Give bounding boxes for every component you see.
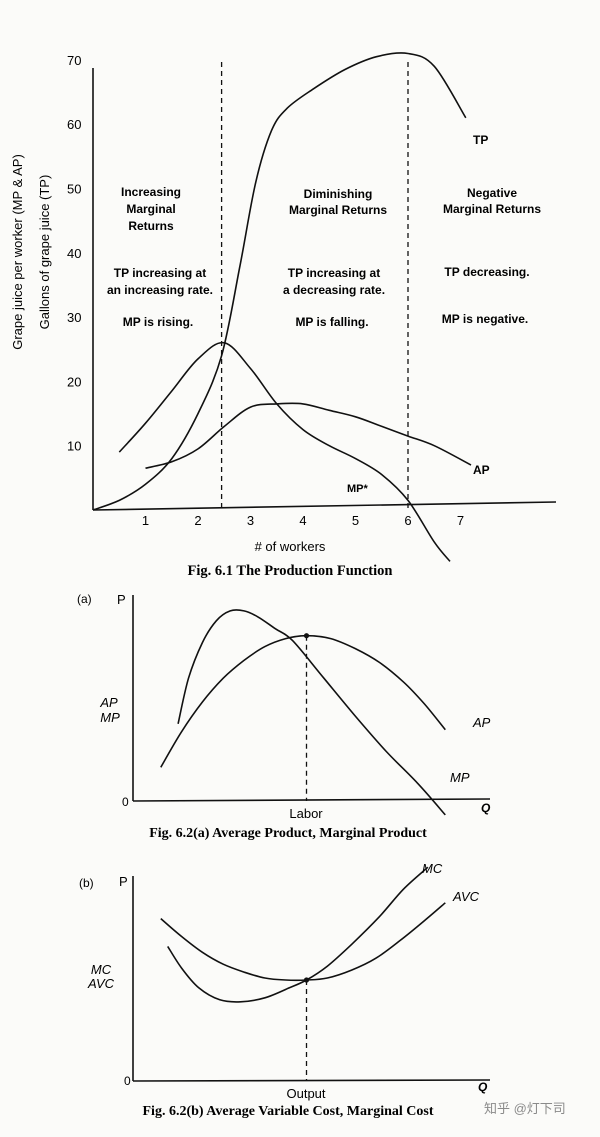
fig62a-xlabel: Labor — [289, 806, 323, 821]
fig62b-ylabel-2: AVC — [87, 976, 115, 991]
fig61-xlabel: # of workers — [255, 539, 326, 554]
fig62a-x-end-label: Q — [481, 801, 491, 815]
fig62b-x-end-label: Q — [478, 1080, 488, 1094]
fig62b-intersection-point — [303, 977, 310, 983]
region1-mp-note: MP is rising. — [123, 315, 193, 329]
region1-heading-3: Returns — [128, 219, 174, 233]
fig62b-title: Fig. 6.2(b) Average Variable Cost, Margi… — [143, 1104, 434, 1119]
fig62a-mp-label: MP — [450, 770, 470, 785]
fig61-x-tick-label: 7 — [457, 513, 464, 528]
fig61-ylabel-inner: Gallons of grape juice (TP) — [37, 175, 52, 330]
tp-curve-label: TP — [473, 133, 488, 147]
region3-heading-2: Marginal Returns — [443, 202, 541, 216]
fig62a-intersection-point — [303, 633, 310, 639]
fig61-x-tick-label: 5 — [352, 513, 359, 528]
fig61-mp-curve — [118, 341, 451, 562]
region2-mp-note: MP is falling. — [295, 315, 368, 329]
fig61-ylabel-outer: Grape juice per worker (MP & AP) — [10, 154, 25, 350]
fig62b-y-top-label: P — [119, 874, 128, 889]
region2-tp-note-2: a decreasing rate. — [283, 283, 385, 297]
fig62a-origin: 0 — [122, 795, 129, 809]
region2-heading-2: Marginal Returns — [289, 203, 387, 217]
region1-tp-note-2: an increasing rate. — [107, 283, 213, 297]
fig61-x-tick-label: 1 — [142, 513, 149, 528]
fig62a-ap-label: AP — [472, 715, 491, 730]
fig61-y-tick-label: 70 — [67, 53, 81, 68]
region3-heading-1: Negative — [467, 186, 517, 200]
region3-tp-note: TP decreasing. — [444, 265, 529, 279]
fig61-x-axis — [92, 501, 557, 511]
mp-curve-label: MP* — [347, 483, 369, 495]
fig62a: (a) P AP MP 0 Labor Q AP MP Fig. 6.2(a) … — [77, 592, 491, 841]
fig61-title: Fig. 6.1 The Production Function — [188, 563, 393, 579]
region1-heading-2: Marginal — [126, 202, 175, 216]
fig61-x-tick-label: 2 — [194, 513, 201, 528]
fig62b-avc-curve — [160, 902, 446, 982]
fig61-y-tick-label: 20 — [67, 374, 81, 389]
region1-tp-note-1: TP increasing at — [114, 266, 206, 280]
ap-curve-label: AP — [473, 463, 490, 477]
fig61-ap-curve — [145, 402, 472, 469]
region2-heading-1: Diminishing — [304, 187, 373, 201]
fig62b-ylabel-1: MC — [91, 962, 112, 977]
fig62a-ylabel-2: MP — [100, 710, 120, 725]
fig62b-origin: 0 — [124, 1074, 131, 1088]
fig62a-ylabel-1: AP — [99, 695, 118, 710]
fig62b-x-axis — [132, 1079, 491, 1082]
fig61: 10 20 30 40 50 60 70 1 2 3 4 5 6 7 Grape juice per w… — [10, 52, 557, 579]
fig61-x-tick-label: 6 — [404, 513, 411, 528]
fig62a-panel-label: (a) — [77, 592, 92, 606]
fig61-x-tick-label: 3 — [247, 513, 254, 528]
fig61-y-tick-label: 50 — [67, 182, 81, 197]
fig61-y-tick-label: 60 — [67, 117, 81, 132]
fig62a-title: Fig. 6.2(a) Average Product, Marginal Pr… — [149, 826, 427, 841]
fig61-tp-curve — [92, 52, 467, 511]
fig62b-mc-label: MC — [422, 861, 443, 876]
region3-mp-note: MP is negative. — [442, 312, 528, 326]
fig61-y-tick-label: 30 — [67, 310, 81, 325]
fig62b-xlabel: Output — [286, 1086, 325, 1101]
fig62b: (b) P MC AVC 0 Output Q MC AVC Fig. 6.2(… — [79, 861, 491, 1119]
fig61-x-tick-label: 4 — [299, 513, 306, 528]
region2-tp-note-1: TP increasing at — [288, 266, 380, 280]
fig62a-mp-curve — [177, 609, 446, 816]
region1-heading-1: Increasing — [121, 185, 181, 199]
fig62a-x-axis — [132, 798, 491, 802]
fig62b-panel-label: (b) — [79, 876, 94, 890]
fig61-y-tick-label: 10 — [67, 439, 81, 454]
fig61-y-tick-label: 40 — [67, 246, 81, 261]
watermark: 知乎 @灯下司 — [484, 1101, 566, 1116]
fig62a-y-top-label: P — [117, 592, 126, 607]
fig62b-mc-curve — [167, 866, 429, 1003]
fig62a-ap-curve — [160, 634, 446, 768]
fig62b-avc-label: AVC — [452, 889, 480, 904]
